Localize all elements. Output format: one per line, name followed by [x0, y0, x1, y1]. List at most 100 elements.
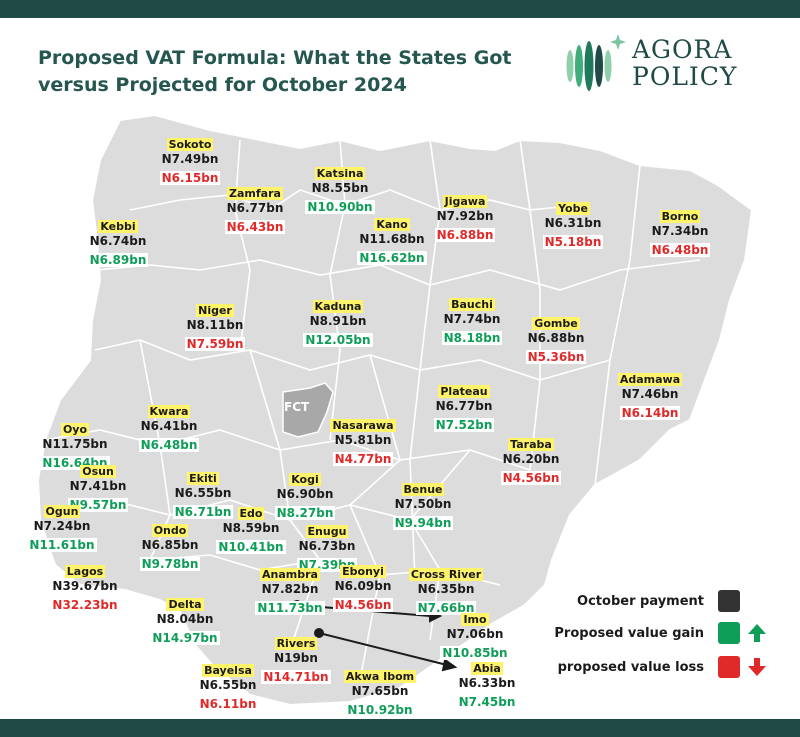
agora-policy-logo: AGORA POLICY	[562, 30, 772, 100]
proposed-value: N4.77bn	[332, 452, 394, 466]
proposed-value: N6.48bn	[138, 438, 200, 452]
state-name: Niger	[196, 304, 234, 317]
october-payment: N7.74bn	[443, 312, 501, 326]
state-name: Yobe	[556, 202, 590, 215]
proposed-value: N4.56bn	[332, 598, 394, 612]
october-payment: N6.31bn	[544, 216, 602, 230]
state-name: Ebonyi	[340, 565, 386, 578]
state-name: Lagos	[64, 565, 106, 578]
proposed-value: N9.78bn	[139, 557, 201, 571]
legend-label: Proposed value gain	[554, 626, 704, 641]
fct-label: FCT	[284, 400, 310, 414]
proposed-value: N4.56bn	[500, 471, 562, 485]
proposed-value: N12.05bn	[303, 333, 373, 347]
state-name: Oyo	[60, 423, 90, 436]
state-name: Bauchi	[449, 298, 495, 311]
proposed-value: N11.73bn	[255, 601, 325, 615]
october-payment: N7.65bn	[351, 684, 409, 698]
state-name: Abia	[471, 662, 503, 675]
proposed-value: N5.36bn	[525, 350, 587, 364]
proposed-value: N10.85bn	[440, 646, 510, 660]
october-payment: N8.59bn	[222, 521, 280, 535]
state-akwa-ibom: Akwa Ibom N7.65bn N10.92bn	[335, 665, 425, 718]
state-name: Zamfara	[227, 187, 283, 200]
state-rivers: Rivers N19bn N14.71bn	[251, 632, 341, 685]
state-name: Kaduna	[312, 300, 364, 313]
state-kebbi: Kebbi N6.74bn N6.89bn	[73, 215, 163, 268]
proposed-value: N6.89bn	[87, 253, 149, 267]
legend-label: October payment	[577, 594, 704, 609]
state-taraba: Taraba N6.20bn N4.56bn	[486, 433, 576, 486]
state-name: Imo	[461, 613, 489, 626]
october-payment: N39.67bn	[52, 579, 118, 593]
logo-wordmark: AGORA POLICY	[632, 35, 738, 91]
october-payment: N7.49bn	[161, 152, 219, 166]
october-payment: N8.11bn	[186, 318, 244, 332]
proposed-value: N6.43bn	[224, 220, 286, 234]
state-name: Katsina	[314, 167, 366, 180]
legend-swatch-red	[718, 656, 740, 678]
state-imo: Imo N7.06bn N10.85bn	[430, 608, 520, 661]
october-payment: N6.41bn	[140, 419, 198, 433]
proposed-value: N16.62bn	[357, 251, 427, 265]
proposed-value: N9.57bn	[67, 498, 129, 512]
october-payment: N8.55bn	[311, 181, 369, 195]
fct-region	[282, 382, 334, 438]
proposed-value: N10.41bn	[216, 540, 286, 554]
state-name: Anambra	[260, 568, 320, 581]
state-gombe: Gombe N6.88bn N5.36bn	[511, 312, 601, 365]
state-ogun: Ogun N7.24bn N11.61bn	[17, 500, 107, 553]
state-ebonyi: Ebonyi N6.09bn N4.56bn	[318, 560, 408, 613]
proposed-value: N6.11bn	[197, 697, 259, 711]
proposed-value: N14.71bn	[261, 670, 331, 684]
proposed-value: N10.92bn	[345, 703, 415, 717]
state-ondo: Ondo N6.85bn N9.78bn	[125, 519, 215, 572]
october-payment: N7.50bn	[394, 497, 452, 511]
legend-swatch-green	[718, 622, 740, 644]
legend-label: proposed value loss	[557, 660, 704, 675]
state-name: Rivers	[274, 637, 318, 650]
state-edo: Edo N8.59bn N10.41bn	[206, 502, 296, 555]
october-payment: N7.34bn	[651, 224, 709, 238]
state-katsina: Katsina N8.55bn N10.90bn	[295, 162, 385, 215]
state-name: Kano	[374, 218, 410, 231]
october-payment: N7.24bn	[33, 519, 91, 533]
proposed-value: N14.97bn	[150, 631, 220, 645]
state-yobe: Yobe N6.31bn N5.18bn	[528, 197, 618, 250]
proposed-value: N6.48bn	[649, 243, 711, 257]
proposed-value: N32.23bn	[50, 598, 120, 612]
top-bar	[0, 0, 800, 18]
state-borno: Borno N7.34bn N6.48bn	[635, 205, 725, 258]
state-name: Benue	[401, 483, 445, 496]
state-name: Taraba	[508, 438, 554, 451]
proposed-value: N7.59bn	[184, 337, 246, 351]
october-payment: N8.04bn	[156, 612, 214, 626]
october-payment: N6.55bn	[199, 678, 257, 692]
proposed-value: N8.18bn	[441, 331, 503, 345]
october-payment: N11.75bn	[42, 437, 108, 451]
state-name: Nasarawa	[330, 419, 396, 432]
legend-october-payment: October payment	[562, 590, 782, 616]
proposed-value: N6.71bn	[172, 505, 234, 519]
proposed-value: N7.52bn	[433, 418, 495, 432]
proposed-value: N7.45bn	[456, 695, 518, 709]
october-payment: N7.46bn	[621, 387, 679, 401]
state-name: Kogi	[289, 473, 321, 486]
state-oyo: Oyo N11.75bn N16.64bn	[30, 418, 120, 471]
state-name: Jigawa	[442, 195, 488, 208]
state-name: Cross River	[408, 568, 484, 581]
state-nasarawa: Nasarawa N5.81bn N4.77bn	[318, 414, 408, 467]
october-payment: N6.73bn	[298, 539, 356, 553]
state-name: Kwara	[147, 405, 191, 418]
october-payment: N5.81bn	[334, 433, 392, 447]
state-bayelsa: Bayelsa N6.55bn N6.11bn	[183, 659, 273, 712]
logo-mark-icon	[566, 34, 626, 91]
state-name: Ekiti	[187, 472, 219, 485]
proposed-value: N10.90bn	[305, 200, 375, 214]
october-payment: N6.90bn	[276, 487, 334, 501]
proposed-value: N7.66bn	[415, 601, 477, 615]
state-name: Gombe	[532, 317, 580, 330]
arrow-down-icon	[748, 658, 766, 676]
state-name: Ondo	[151, 524, 189, 537]
